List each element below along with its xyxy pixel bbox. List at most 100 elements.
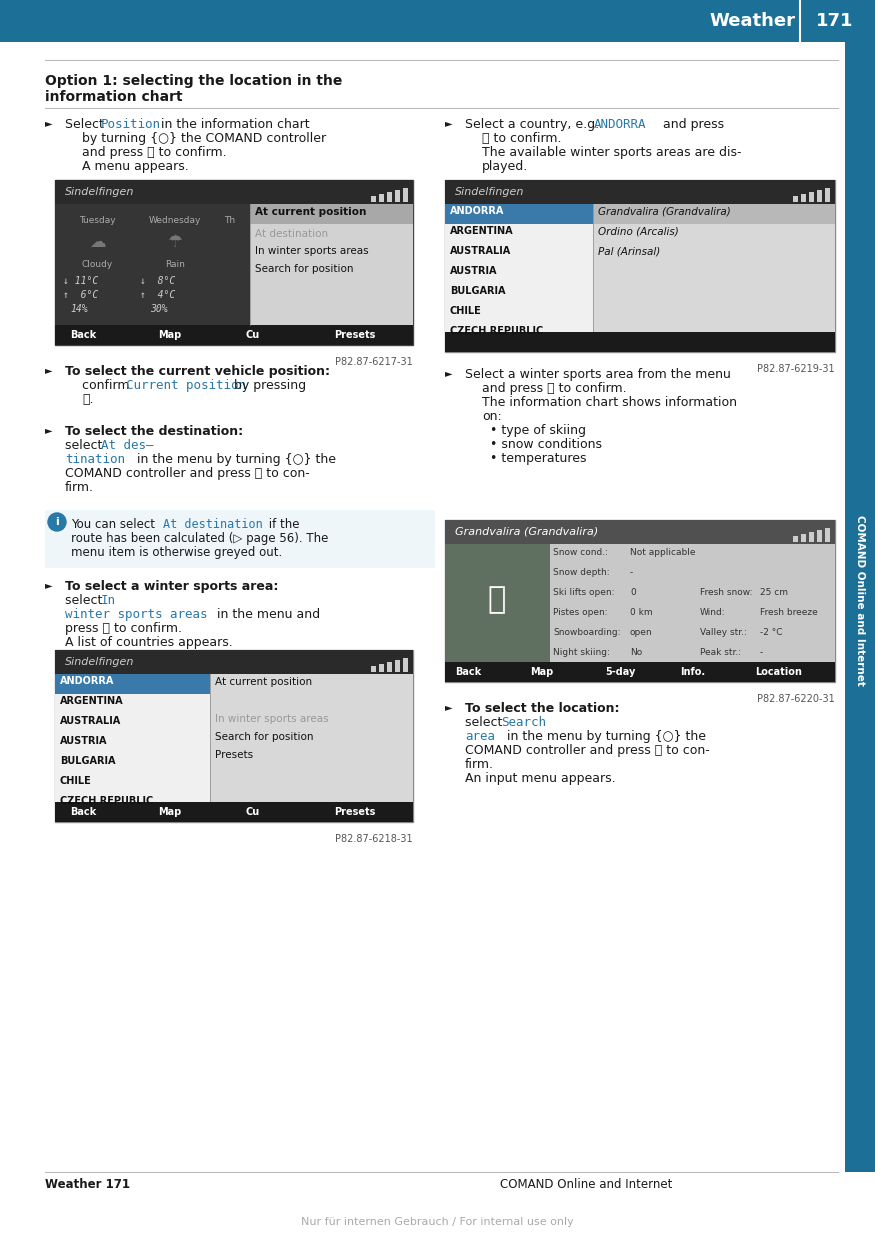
Text: Search for position: Search for position bbox=[255, 264, 354, 274]
Text: To select the destination:: To select the destination: bbox=[65, 424, 248, 438]
Text: COMAND Online and Internet: COMAND Online and Internet bbox=[500, 1178, 672, 1191]
Text: P82.87-6218-31: P82.87-6218-31 bbox=[335, 834, 413, 844]
Text: Th: Th bbox=[224, 216, 235, 225]
Bar bbox=[55, 180, 413, 204]
Text: i: i bbox=[55, 517, 59, 527]
Text: ⓦ to confirm.: ⓦ to confirm. bbox=[482, 132, 562, 145]
Text: Select: Select bbox=[65, 118, 108, 132]
Text: ↓ 11°C: ↓ 11°C bbox=[63, 276, 98, 285]
Bar bbox=[55, 650, 413, 674]
Bar bbox=[371, 666, 376, 671]
Text: ARGENTINA: ARGENTINA bbox=[60, 696, 123, 706]
Text: played.: played. bbox=[482, 160, 528, 172]
Text: 0 km: 0 km bbox=[630, 608, 653, 617]
Text: -: - bbox=[630, 568, 634, 577]
Text: -: - bbox=[760, 648, 763, 656]
Text: Presets: Presets bbox=[334, 807, 375, 817]
Bar bbox=[0, 0, 875, 42]
Text: Search for position: Search for position bbox=[215, 732, 313, 742]
Text: At des–: At des– bbox=[101, 439, 153, 452]
Text: menu item is otherwise greyed out.: menu item is otherwise greyed out. bbox=[71, 546, 283, 558]
Bar bbox=[403, 187, 408, 202]
Text: Weather 171: Weather 171 bbox=[45, 1178, 130, 1191]
Text: ANDORRA: ANDORRA bbox=[594, 118, 647, 132]
Text: To select the location:: To select the location: bbox=[465, 702, 624, 715]
Text: Rain: Rain bbox=[165, 261, 185, 269]
Text: ►: ► bbox=[45, 365, 52, 375]
Text: Nur für internen Gebrauch / For internal use only: Nur für internen Gebrauch / For internal… bbox=[301, 1217, 573, 1227]
Text: Wednesday: Wednesday bbox=[149, 216, 201, 225]
Text: ►: ► bbox=[45, 580, 52, 589]
Bar bbox=[445, 661, 835, 683]
Bar bbox=[55, 325, 413, 345]
Text: on:: on: bbox=[482, 410, 501, 423]
Text: Cu: Cu bbox=[246, 807, 260, 817]
Text: At destination: At destination bbox=[163, 517, 270, 531]
Circle shape bbox=[48, 513, 66, 531]
Text: information chart: information chart bbox=[45, 91, 183, 104]
Text: CZECH REPUBLIC: CZECH REPUBLIC bbox=[60, 795, 153, 805]
Text: Grandvalira (Grandvalira): Grandvalira (Grandvalira) bbox=[598, 207, 731, 217]
Bar bbox=[809, 532, 814, 542]
Bar bbox=[845, 42, 875, 1172]
Text: Snow cond.:: Snow cond.: bbox=[553, 549, 608, 557]
Bar bbox=[445, 180, 835, 352]
Text: Ordino (Arcalis): Ordino (Arcalis) bbox=[598, 227, 679, 237]
Text: Fresh snow:: Fresh snow: bbox=[700, 588, 752, 597]
Text: and press: and press bbox=[659, 118, 724, 132]
Bar bbox=[445, 333, 835, 352]
Text: At destination: At destination bbox=[255, 230, 328, 240]
Text: ►: ► bbox=[45, 424, 52, 436]
Text: by turning {○} the COMAND controller: by turning {○} the COMAND controller bbox=[82, 132, 326, 145]
Text: open: open bbox=[630, 628, 653, 637]
Bar bbox=[793, 196, 798, 202]
Text: firm.: firm. bbox=[465, 758, 494, 771]
Bar bbox=[445, 204, 593, 333]
Text: A menu appears.: A menu appears. bbox=[82, 160, 189, 172]
Text: in the information chart: in the information chart bbox=[157, 118, 310, 132]
Text: Grandvalira (Grandvalira): Grandvalira (Grandvalira) bbox=[455, 527, 598, 537]
Text: Pal (Arinsal): Pal (Arinsal) bbox=[598, 247, 661, 257]
Text: Pistes open:: Pistes open: bbox=[553, 608, 607, 617]
Bar bbox=[801, 194, 806, 202]
Text: route has been calculated (▷ page 56). The: route has been calculated (▷ page 56). T… bbox=[71, 532, 328, 545]
Text: ANDORRA: ANDORRA bbox=[450, 206, 504, 216]
Text: Map: Map bbox=[158, 330, 181, 340]
Text: BULGARIA: BULGARIA bbox=[450, 285, 506, 297]
Text: winter sports areas: winter sports areas bbox=[65, 608, 207, 620]
Text: Current position: Current position bbox=[126, 379, 246, 392]
Text: You can select: You can select bbox=[71, 517, 158, 531]
Bar bbox=[55, 204, 250, 325]
Text: P82.87-6220-31: P82.87-6220-31 bbox=[757, 694, 835, 704]
Text: No: No bbox=[630, 648, 642, 656]
Text: Wind:: Wind: bbox=[700, 608, 725, 617]
Text: ►: ► bbox=[445, 118, 452, 128]
Bar bbox=[45, 510, 435, 568]
Text: confirm: confirm bbox=[82, 379, 134, 392]
Text: P82.87-6217-31: P82.87-6217-31 bbox=[335, 357, 413, 367]
Text: -2 °C: -2 °C bbox=[760, 628, 782, 637]
Text: The information chart shows information: The information chart shows information bbox=[482, 396, 737, 410]
Text: AUSTRIA: AUSTRIA bbox=[450, 266, 498, 276]
Bar bbox=[550, 544, 835, 661]
Text: Night skiing:: Night skiing: bbox=[553, 648, 610, 656]
Text: COMAND Online and Internet: COMAND Online and Internet bbox=[855, 515, 865, 685]
Text: At current position: At current position bbox=[255, 207, 367, 217]
Bar bbox=[387, 661, 392, 671]
Text: Weather: Weather bbox=[709, 12, 795, 30]
Text: in the menu by turning {○} the: in the menu by turning {○} the bbox=[133, 453, 336, 467]
Text: Info.: Info. bbox=[680, 666, 705, 678]
Bar bbox=[55, 650, 413, 822]
Text: Location: Location bbox=[755, 666, 802, 678]
Text: select: select bbox=[65, 594, 107, 607]
Text: Presets: Presets bbox=[215, 750, 253, 759]
Bar bbox=[395, 660, 400, 671]
Text: Map: Map bbox=[530, 666, 553, 678]
Text: and press ⓦ to confirm.: and press ⓦ to confirm. bbox=[82, 146, 227, 159]
Bar bbox=[593, 204, 835, 223]
Bar bbox=[55, 802, 413, 822]
Bar bbox=[825, 527, 830, 542]
Text: ⛷: ⛷ bbox=[488, 586, 506, 614]
Text: 30%: 30% bbox=[150, 304, 168, 314]
Text: Sindelfingen: Sindelfingen bbox=[455, 187, 524, 197]
